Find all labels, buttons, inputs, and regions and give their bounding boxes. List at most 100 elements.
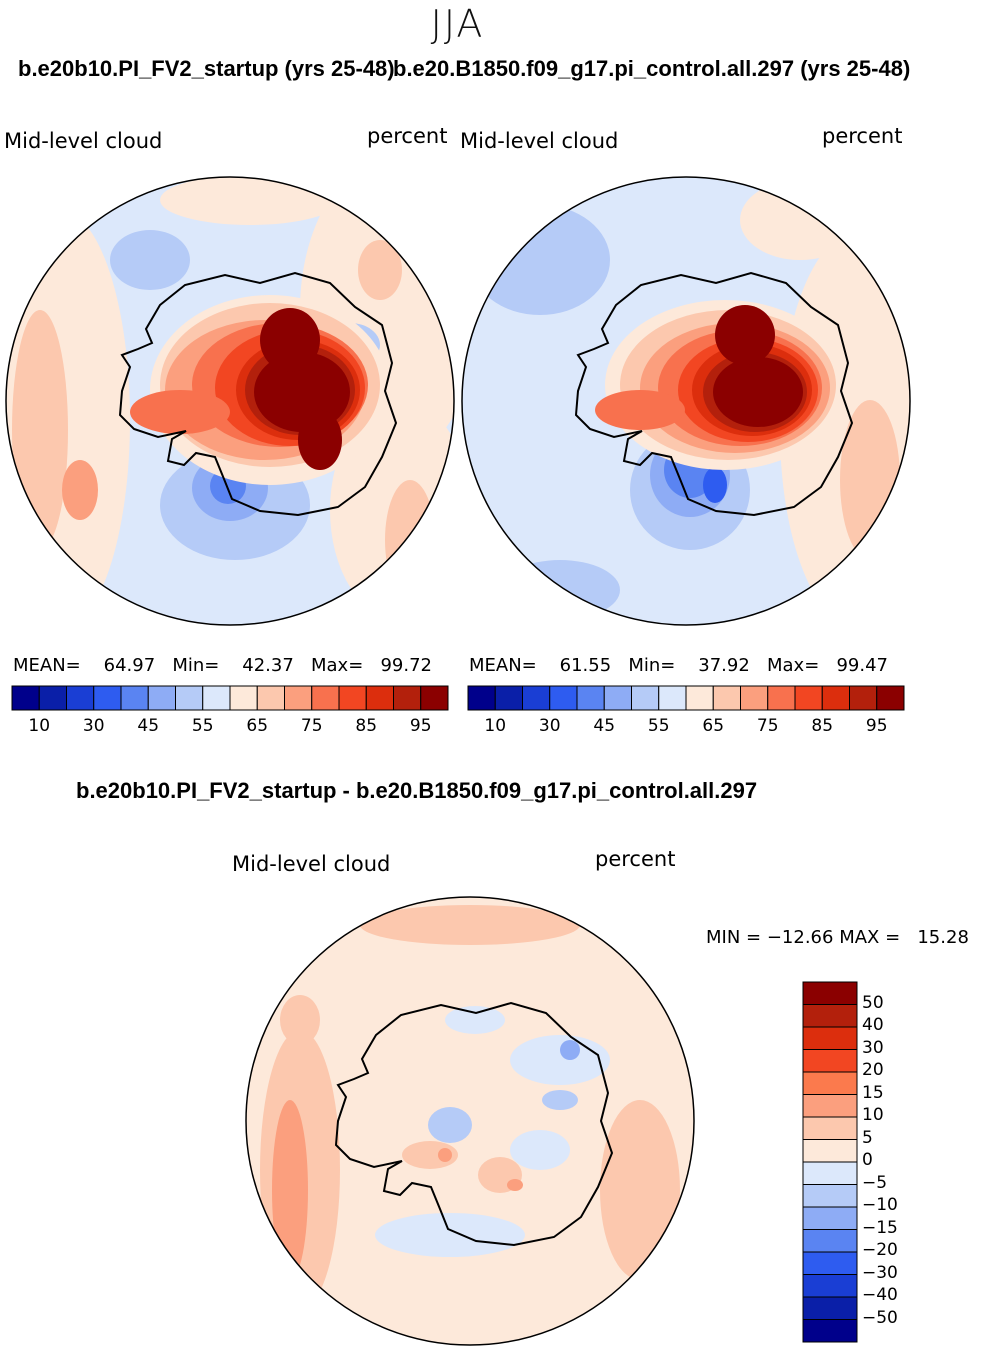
colorbar-tick-label: 75	[756, 716, 779, 736]
colorbar-swatch	[802, 1094, 858, 1118]
panel-2-min-label: Min=	[628, 655, 676, 676]
colorbar-swatch	[202, 685, 231, 711]
colorbar-tick-label: 65	[246, 716, 269, 736]
panel-1-title: b.e20b10.PI_FV2_startup (yrs 25-48)	[18, 56, 395, 81]
difference-colorbar-tick-label: 15	[862, 1082, 884, 1103]
colorbar-swatch	[658, 685, 687, 711]
colorbar-swatch	[802, 1161, 858, 1185]
difference-min-label: MIN =	[706, 927, 762, 948]
colorbar-tick-label: 45	[593, 716, 616, 736]
colorbar-swatch	[740, 685, 769, 711]
colorbar-tick-label: 10	[484, 716, 507, 736]
colorbar-swatch	[821, 685, 850, 711]
difference-max: 15.28	[917, 927, 969, 948]
difference-units: percent	[595, 847, 676, 871]
colorbar-swatch	[576, 685, 605, 711]
difference-max-label: MAX =	[839, 927, 901, 948]
panel-1-stats: MEAN= 64.97 Min= 42.37 Max= 99.72	[13, 655, 432, 676]
panel-2-min: 37.92	[698, 655, 750, 676]
panel-2-variable: Mid-level cloud	[460, 129, 619, 153]
panel-1-max: 99.72	[380, 655, 432, 676]
colorbar-tick-label: 10	[28, 716, 51, 736]
difference-colorbar-tick-label: −30	[862, 1262, 898, 1283]
colorbar-tick-label: 85	[355, 716, 378, 736]
panel-1-max-label: Max=	[310, 655, 364, 676]
colorbar-swatch	[11, 685, 40, 711]
colorbar-swatch	[876, 685, 905, 711]
colorbar-swatch	[802, 1274, 858, 1298]
difference-colorbar-tick-label: −10	[862, 1195, 898, 1215]
difference-colorbar-tick-label: 5	[862, 1127, 873, 1148]
colorbar-swatch	[256, 685, 285, 711]
difference-variable: Mid-level cloud	[232, 852, 391, 876]
colorbar-swatch	[802, 1206, 858, 1230]
difference-colorbar-tick-label: −5	[862, 1172, 888, 1193]
colorbar-swatch	[802, 1184, 858, 1208]
panel-2-units: percent	[822, 124, 903, 148]
colorbar-swatch	[685, 685, 714, 711]
colorbar-swatch	[802, 1139, 858, 1163]
difference-min: −12.66	[766, 927, 834, 948]
colorbar-tick-label: 65	[702, 716, 725, 736]
difference-colorbar-tick-label: 30	[862, 1037, 884, 1058]
colorbar-swatch	[38, 685, 67, 711]
difference-colorbar-tick-label: 10	[862, 1105, 884, 1125]
colorbar-swatch	[802, 1026, 858, 1050]
colorbar-swatch	[802, 1319, 858, 1343]
colorbar-tick-label: 30	[538, 716, 561, 736]
colorbar-tick-label: 75	[300, 716, 323, 736]
colorbar-tick-label: 45	[137, 716, 160, 736]
difference-colorbar-tick-label: −20	[862, 1240, 898, 1260]
colorbar-swatch	[802, 1049, 858, 1073]
colorbar-tick-label: 95	[409, 716, 432, 736]
difference-colorbar-tick-label: 20	[862, 1060, 884, 1080]
colorbar-2	[467, 685, 905, 711]
polar-map-2	[461, 176, 911, 626]
panel-2-max: 99.47	[836, 655, 888, 676]
panel-2-max-label: Max=	[766, 655, 820, 676]
colorbar-swatch	[93, 685, 122, 711]
colorbar-swatch	[712, 685, 741, 711]
panel-1-mean-label: MEAN=	[13, 655, 81, 676]
colorbar-swatch	[338, 685, 367, 711]
panel-2-mean: 61.55	[559, 655, 612, 676]
panel-1-units: percent	[367, 124, 448, 148]
panel-1-variable: Mid-level cloud	[4, 129, 163, 153]
difference-minmax: MIN = −12.66 MAX = 15.28	[706, 927, 969, 948]
colorbar-swatch	[467, 685, 496, 711]
difference-colorbar	[802, 981, 858, 1343]
difference-colorbar-tick-label: 50	[862, 992, 884, 1013]
panel-1-min: 42.37	[242, 655, 294, 676]
colorbar-swatch	[802, 1004, 858, 1028]
colorbar-swatch	[522, 685, 551, 711]
colorbar-swatch	[802, 1116, 858, 1140]
colorbar-tick-label: 85	[811, 716, 834, 736]
panel-1-min-label: Min=	[172, 655, 220, 676]
difference-colorbar-tick-label: −40	[862, 1285, 898, 1305]
colorbar-swatch	[420, 685, 449, 711]
difference-colorbar-tick-label: 40	[862, 1015, 884, 1035]
colorbar-tick-label: 30	[82, 716, 105, 736]
colorbar-1	[11, 685, 449, 711]
season-title: JJA	[430, 2, 485, 46]
colorbar-tick-label: 55	[191, 716, 214, 736]
panel-2-stats: MEAN= 61.55 Min= 37.92 Max= 99.47	[469, 655, 888, 676]
colorbar-swatch	[175, 685, 204, 711]
colorbar-tick-label: 55	[647, 716, 670, 736]
colorbar-swatch	[802, 1071, 858, 1095]
panel-1-mean: 64.97	[103, 655, 156, 676]
difference-colorbar-tick-label: −50	[862, 1307, 898, 1328]
panel-2-title: b.e20.B1850.f09_g17.pi_control.all.297 (…	[393, 56, 911, 81]
polar-map-1	[5, 176, 455, 626]
difference-colorbar-tick-label: 0	[862, 1150, 873, 1170]
colorbar-swatch	[802, 1296, 858, 1320]
colorbar-swatch	[802, 1229, 858, 1253]
colorbar-swatch	[802, 1251, 858, 1275]
difference-colorbar-tick-label: −15	[862, 1217, 898, 1238]
colorbar-swatch	[365, 685, 394, 711]
colorbar-swatch	[603, 685, 632, 711]
panel-2-mean-label: MEAN=	[469, 655, 537, 676]
colorbar-swatch	[802, 981, 858, 1005]
colorbar-tick-label: 95	[865, 716, 888, 736]
